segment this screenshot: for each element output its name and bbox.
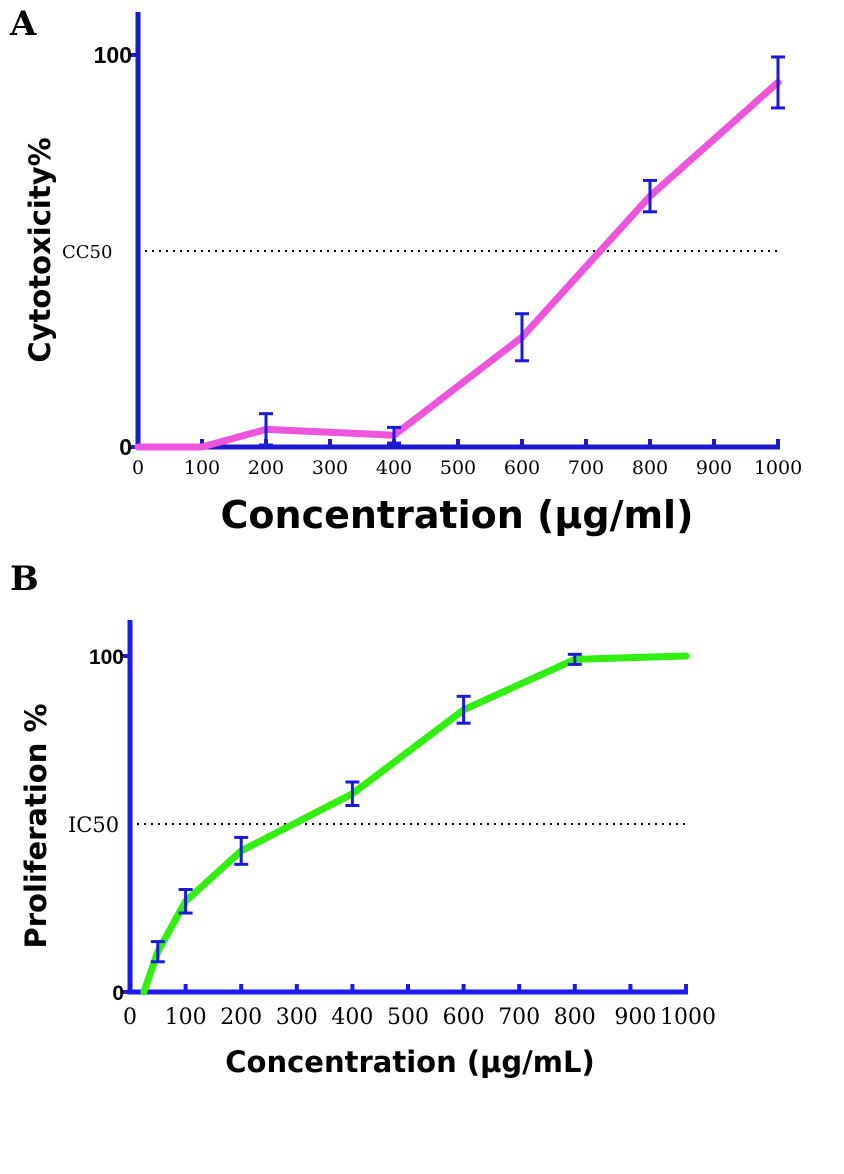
panel-a-x-tick-label: 800 — [632, 457, 668, 479]
panel-a-x-tick-label: 700 — [568, 457, 604, 479]
panel-a-x-tick-label: 900 — [696, 457, 732, 479]
panel-b-x-tick-label: 100 — [165, 1005, 207, 1030]
panel-a-cc50-label: CC50 — [62, 242, 112, 263]
panel-b-ticks: 0 100 200 300 400 500 600 700 800 900 1000 0 100 — [89, 646, 716, 1030]
panel-b-axes — [127, 620, 688, 995]
panel-b-y-tick-label: 100 — [89, 646, 124, 669]
panel-a-x-tick-label: 1000 — [754, 457, 802, 479]
panel-a-x-tick-label: 0 — [132, 457, 144, 479]
panel-b-y-axis-label: Proliferation % — [19, 703, 53, 948]
panel-b-ic50-label: IC50 — [68, 813, 119, 837]
panel-b-x-tick-label: 900 — [614, 1005, 656, 1030]
panel-b-y-tick-label: 0 — [112, 982, 124, 1005]
panel-b-x-tick-label: 700 — [498, 1005, 540, 1030]
panel-a-ticks: 0 100 200 300 400 500 600 700 800 900 1000 0 100 — [94, 42, 803, 479]
panel-a-x-tick-label: 100 — [184, 457, 220, 479]
panel-a-y-tick-label: 100 — [94, 42, 132, 68]
panel-a-chart: A 0 100 200 300 400 500 600 700 800 900 1000 0 100 C… — [9, 4, 802, 537]
panel-a-series — [134, 55, 785, 451]
panel-b-x-tick-label: 400 — [331, 1005, 373, 1030]
panel-a-x-tick-label: 600 — [504, 457, 540, 479]
panel-a-x-axis-label: Concentration (µg/ml) — [221, 493, 694, 537]
panel-b-x-tick-label: 600 — [443, 1005, 485, 1030]
panel-a-x-tick-label: 500 — [440, 457, 476, 479]
panel-a-x-tick-label: 400 — [376, 457, 412, 479]
panel-b-series — [140, 652, 690, 996]
panel-b-x-tick-label: 500 — [387, 1005, 429, 1030]
panel-a-series-line — [134, 78, 782, 451]
panel-b-x-tick-label: 0 — [123, 1005, 137, 1030]
panel-b-x-tick-label: 200 — [220, 1005, 262, 1030]
panel-b-x-tick-label: 1000 — [660, 1005, 716, 1030]
panel-a-y-axis-label: Cytotoxicity% — [23, 137, 57, 362]
panel-b-chart: B 0 100 200 300 400 500 600 700 800 900 1000 0 100 I… — [10, 559, 716, 1079]
panel-b-label: B — [10, 559, 39, 599]
panel-a-label: A — [9, 4, 37, 44]
panel-a-x-tick-label: 200 — [248, 457, 284, 479]
panel-b-x-tick-label: 300 — [276, 1005, 318, 1030]
panel-b-x-tick-label: 800 — [554, 1005, 596, 1030]
panel-b-x-axis-label: Concentration (µg/mL) — [225, 1045, 594, 1079]
panel-b-series-line — [140, 652, 690, 996]
panel-a-x-tick-label: 300 — [312, 457, 348, 479]
panel-a-y-tick-label: 0 — [119, 434, 132, 460]
